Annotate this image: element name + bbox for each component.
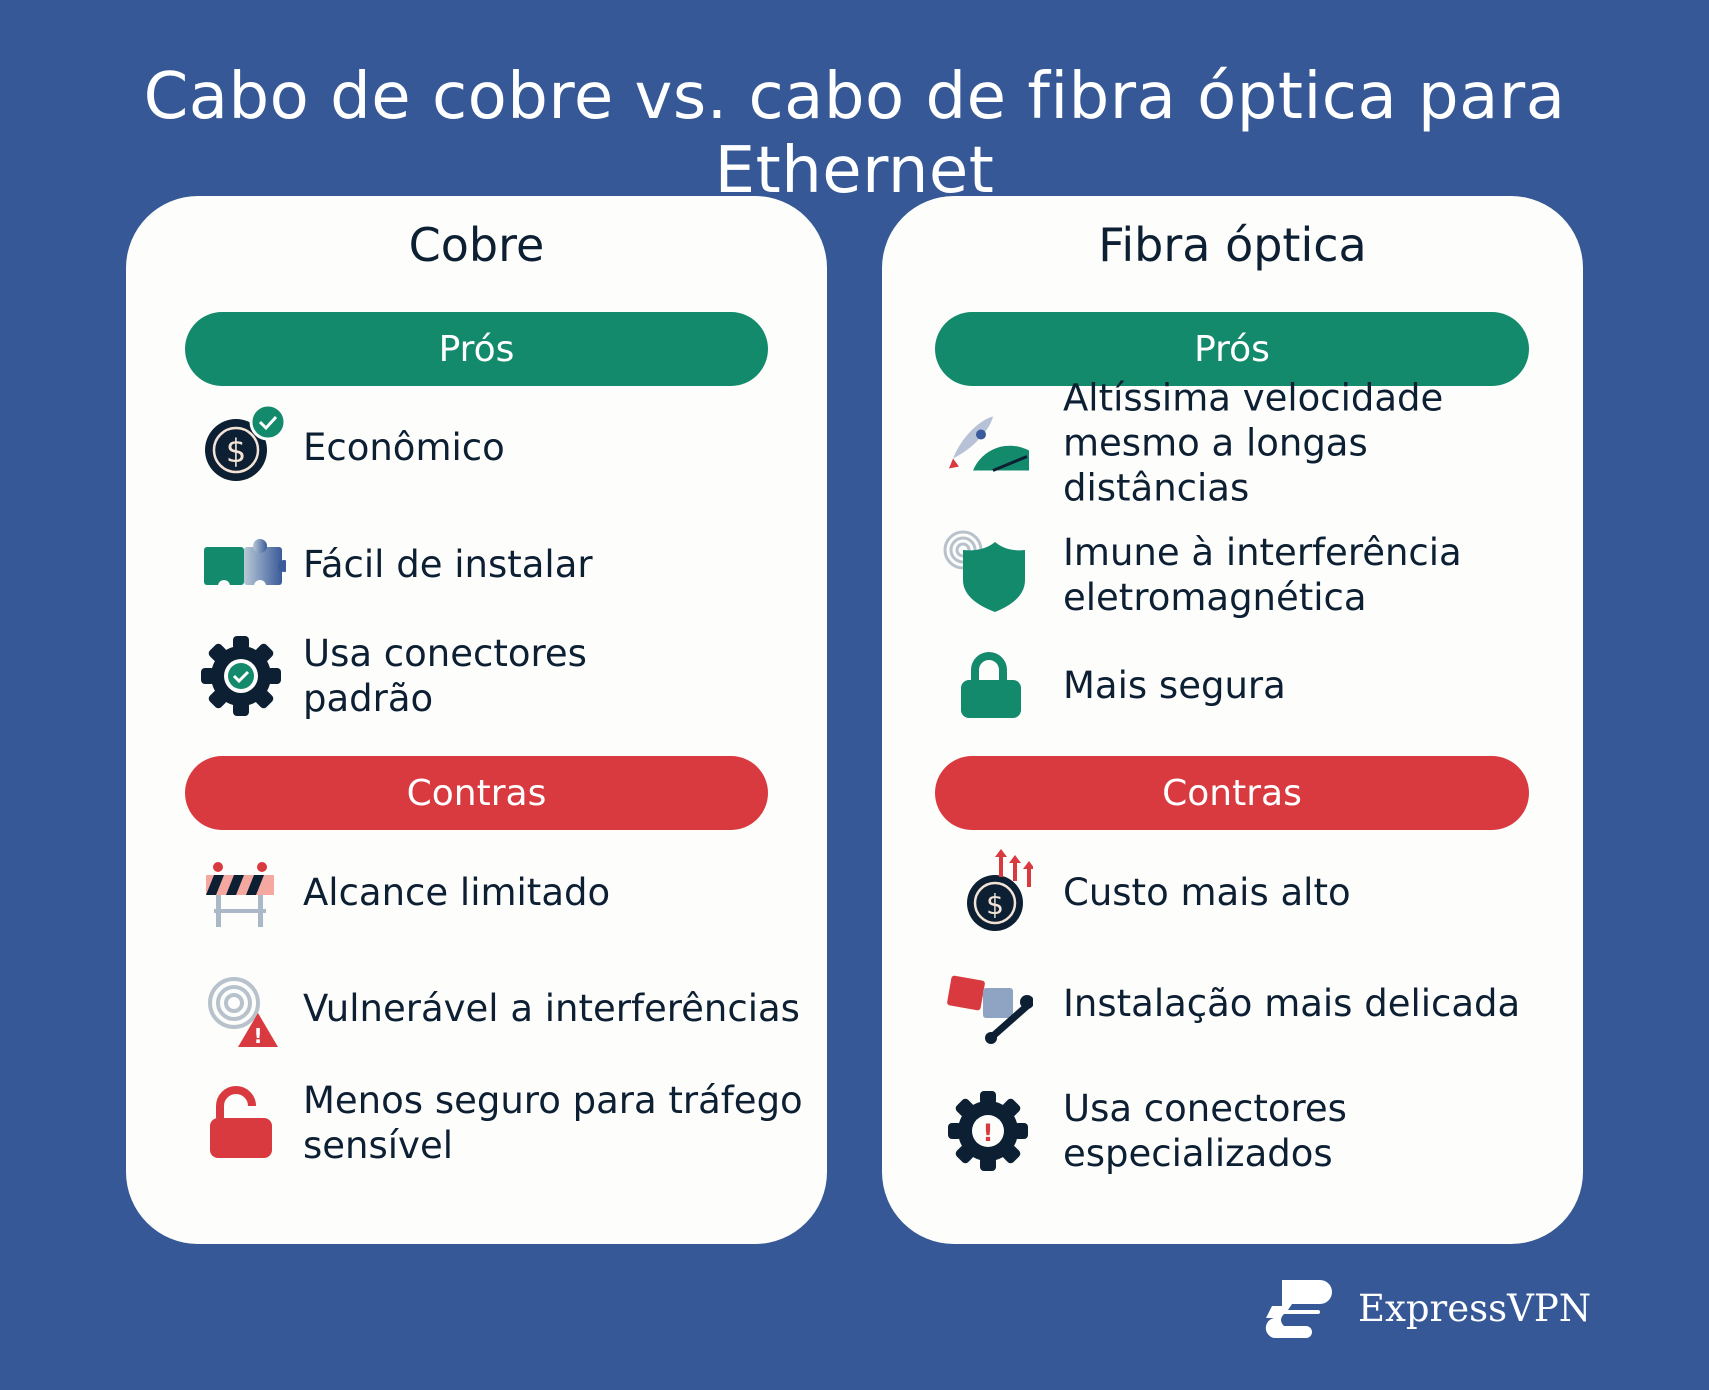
copper-pros-label: Prós [185, 312, 768, 386]
item-text: Instalação mais delicada [1063, 981, 1521, 1025]
svg-text:$: $ [986, 888, 1004, 921]
fiber-heading: Fibra óptica [1098, 218, 1367, 272]
item-text: Menos seguro para tráfego sensível [303, 1079, 803, 1167]
copper-cons-label: Contras [185, 756, 768, 830]
item-text: Altíssima velocidade mesmo a longas dist… [1063, 376, 1444, 510]
expressvpn-logo: ExpressVPN [1264, 1278, 1591, 1338]
gear-warning-icon: ! [948, 1091, 1028, 1171]
list-item: ! Vulnerável a interferências [196, 963, 800, 1053]
puzzle-wrench-icon [947, 975, 1033, 1044]
signal-warning-icon: ! [208, 977, 278, 1048]
dollar-check-icon: $ [205, 403, 286, 481]
list-item: Mais segura [943, 640, 1286, 730]
fiber-cons-label: Contras [935, 756, 1529, 830]
fiber-pros-label: Prós [935, 312, 1529, 386]
page-title: Cabo de cobre vs. cabo de fibra óptica p… [143, 60, 1566, 208]
item-text: Custo mais alto [1063, 870, 1351, 914]
gear-check-icon [201, 636, 281, 716]
item-text: Econômico [303, 425, 505, 469]
item-text: Usa conectores especializados [1063, 1087, 1347, 1175]
list-item: Instalação mais delicada [943, 958, 1520, 1048]
shield-signal-icon [943, 530, 1025, 612]
puzzle-icon [204, 539, 286, 592]
padlock-icon [961, 652, 1021, 718]
list-item: ! Usa conectores especializados [943, 1086, 1563, 1176]
item-text: Fácil de instalar [303, 542, 593, 586]
dollar-rising-icon: $ [967, 849, 1033, 931]
rocket-speedometer-icon [949, 416, 1029, 472]
svg-text:$: $ [226, 432, 246, 470]
list-item: $ Custo mais alto [943, 847, 1351, 937]
list-item: Altíssima velocidade mesmo a longas dist… [943, 376, 1563, 511]
list-item: Usa conectores padrão [196, 631, 633, 721]
copper-heading: Cobre [408, 218, 545, 272]
list-item: Menos seguro para tráfego sensível [196, 1078, 803, 1168]
item-text: Imune à interferência eletromagnética [1063, 531, 1462, 619]
unlocked-padlock-icon [210, 1086, 272, 1158]
item-text: Mais segura [1063, 663, 1286, 707]
svg-text:!: ! [253, 1024, 262, 1048]
list-item: Imune à interferência eletromagnética [943, 530, 1563, 620]
svg-text:!: ! [983, 1119, 994, 1147]
list-item: $ Econômico [196, 402, 505, 492]
item-text: Alcance limitado [303, 870, 611, 914]
list-item: Fácil de instalar [196, 519, 593, 609]
item-text: Vulnerável a interferências [303, 986, 800, 1030]
expressvpn-logo-icon [1265, 1280, 1332, 1338]
brand-name: ExpressVPN [1358, 1286, 1592, 1330]
item-text: Usa conectores padrão [303, 632, 587, 720]
list-item: Alcance limitado [196, 847, 610, 937]
barrier-icon [206, 862, 274, 927]
